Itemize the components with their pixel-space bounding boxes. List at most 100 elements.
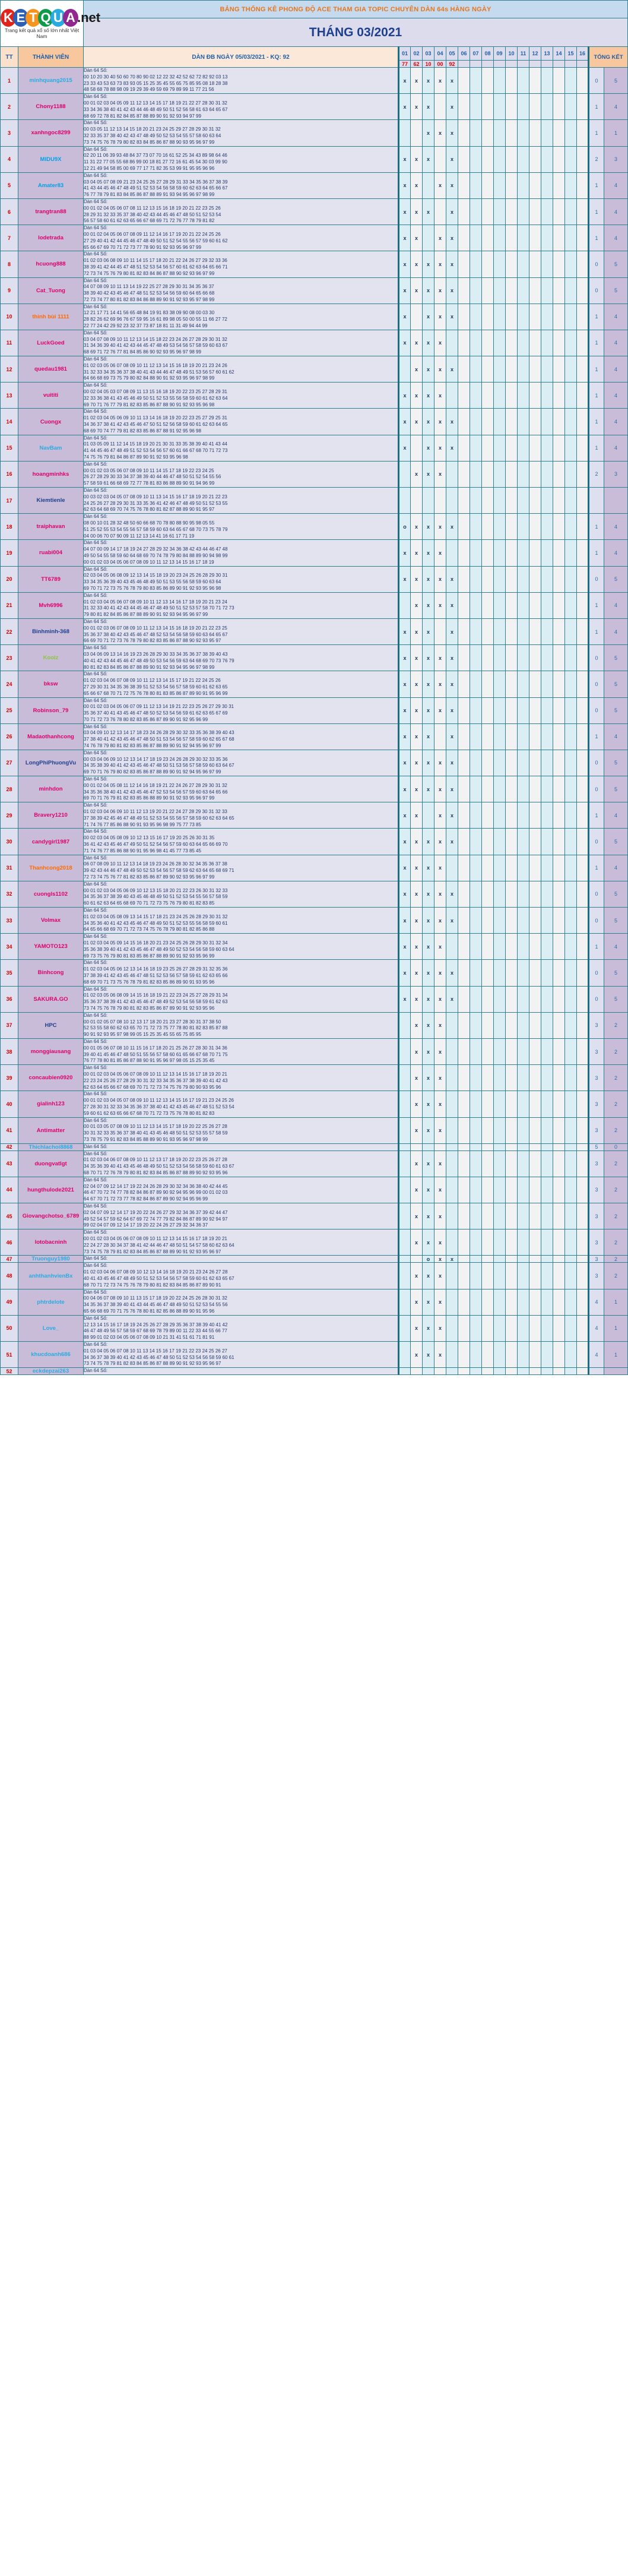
day-mark-07[interactable]	[469, 1203, 482, 1230]
day-mark-01[interactable]: x	[397, 802, 411, 829]
day-mark-09[interactable]	[493, 723, 506, 750]
day-mark-08[interactable]	[481, 460, 494, 488]
day-mark-13[interactable]	[540, 356, 553, 383]
day-mark-11[interactable]	[516, 1203, 529, 1230]
day-mark-03[interactable]: x	[421, 644, 434, 672]
day-mark-05[interactable]	[445, 1314, 458, 1342]
day-mark-08[interactable]	[481, 776, 494, 803]
day-mark-11[interactable]	[516, 382, 529, 409]
day-mark-11[interactable]	[516, 906, 529, 934]
day-mark-10[interactable]	[505, 828, 518, 855]
day-mark-02[interactable]	[410, 303, 423, 330]
day-mark-07[interactable]	[469, 592, 482, 619]
day-mark-05[interactable]: x	[445, 93, 458, 121]
day-mark-01[interactable]: x	[397, 251, 411, 278]
day-mark-14[interactable]	[552, 1367, 565, 1376]
day-mark-05[interactable]	[445, 1288, 458, 1316]
day-mark-15[interactable]	[564, 985, 577, 1013]
day-mark-16[interactable]	[576, 198, 589, 226]
day-mark-13[interactable]	[540, 93, 553, 121]
day-mark-11[interactable]	[516, 303, 529, 330]
day-mark-06[interactable]	[457, 382, 470, 409]
day-mark-12[interactable]	[528, 618, 541, 646]
day-mark-14[interactable]	[552, 1314, 565, 1342]
day-mark-08[interactable]	[481, 119, 494, 147]
day-mark-15[interactable]	[564, 880, 577, 908]
day-mark-02[interactable]: x	[410, 959, 423, 987]
day-mark-07[interactable]	[469, 1367, 482, 1376]
member-name[interactable]: Cat_Tuong	[18, 277, 84, 304]
day-mark-11[interactable]	[516, 723, 529, 750]
member-name[interactable]: Binhminh-368	[18, 618, 84, 646]
day-mark-07[interactable]	[469, 1064, 482, 1092]
day-mark-01[interactable]: x	[397, 67, 411, 94]
day-mark-11[interactable]	[516, 933, 529, 960]
day-mark-15[interactable]	[564, 1117, 577, 1144]
day-mark-16[interactable]	[576, 303, 589, 330]
day-mark-03[interactable]: x	[421, 697, 434, 724]
day-mark-14[interactable]	[552, 486, 565, 514]
day-mark-08[interactable]	[481, 1091, 494, 1118]
day-mark-14[interactable]	[552, 906, 565, 934]
day-mark-02[interactable]: x	[410, 1288, 423, 1316]
day-mark-06[interactable]	[457, 644, 470, 672]
day-mark-06[interactable]	[457, 828, 470, 855]
day-mark-09[interactable]	[493, 565, 506, 593]
day-mark-04[interactable]	[433, 723, 446, 750]
day-mark-05[interactable]: x	[445, 119, 458, 147]
day-mark-15[interactable]	[564, 618, 577, 646]
day-mark-05[interactable]: x	[445, 67, 458, 94]
member-name[interactable]: hcuong888	[18, 251, 84, 278]
day-mark-04[interactable]: x	[433, 408, 446, 435]
day-mark-15[interactable]	[564, 697, 577, 724]
day-mark-09[interactable]	[493, 1117, 506, 1144]
day-mark-09[interactable]	[493, 67, 506, 94]
day-mark-13[interactable]	[540, 277, 553, 304]
day-mark-03[interactable]: x	[421, 1341, 434, 1368]
day-mark-12[interactable]	[528, 1064, 541, 1092]
day-mark-11[interactable]	[516, 618, 529, 646]
day-mark-15[interactable]	[564, 1176, 577, 1204]
day-mark-12[interactable]	[528, 1288, 541, 1316]
day-mark-05[interactable]: x	[445, 146, 458, 173]
day-mark-12[interactable]	[528, 1117, 541, 1144]
member-name[interactable]: Kiemtienle	[18, 486, 84, 514]
day-mark-11[interactable]	[516, 146, 529, 173]
day-mark-09[interactable]	[493, 880, 506, 908]
day-mark-04[interactable]: x	[433, 671, 446, 698]
day-mark-11[interactable]	[516, 828, 529, 855]
day-mark-07[interactable]	[469, 697, 482, 724]
day-mark-11[interactable]	[516, 67, 529, 94]
day-mark-04[interactable]	[433, 93, 446, 121]
day-mark-15[interactable]	[564, 382, 577, 409]
day-mark-10[interactable]	[505, 880, 518, 908]
day-mark-07[interactable]	[469, 277, 482, 304]
day-mark-09[interactable]	[493, 1341, 506, 1368]
day-mark-05[interactable]: x	[445, 802, 458, 829]
day-mark-02[interactable]: x	[410, 93, 423, 121]
day-mark-04[interactable]: x	[433, 565, 446, 593]
member-name[interactable]: phtrdelote	[18, 1288, 84, 1316]
day-mark-16[interactable]	[576, 565, 589, 593]
day-mark-15[interactable]	[564, 434, 577, 462]
day-mark-01[interactable]	[397, 1229, 411, 1256]
day-mark-04[interactable]: x	[433, 1203, 446, 1230]
day-mark-06[interactable]	[457, 251, 470, 278]
day-mark-10[interactable]	[505, 119, 518, 147]
day-mark-02[interactable]: x	[410, 828, 423, 855]
day-mark-08[interactable]	[481, 1367, 494, 1376]
day-mark-13[interactable]	[540, 408, 553, 435]
day-mark-03[interactable]: x	[421, 513, 434, 541]
day-mark-15[interactable]	[564, 1203, 577, 1230]
day-mark-14[interactable]	[552, 303, 565, 330]
day-mark-09[interactable]	[493, 776, 506, 803]
day-mark-01[interactable]: x	[397, 172, 411, 199]
day-mark-11[interactable]	[516, 329, 529, 357]
day-mark-07[interactable]	[469, 776, 482, 803]
day-mark-08[interactable]	[481, 1012, 494, 1039]
day-mark-04[interactable]: x	[433, 251, 446, 278]
member-name[interactable]: HPC	[18, 1012, 84, 1039]
member-name[interactable]: anhthanhvienBx	[18, 1262, 84, 1289]
day-mark-05[interactable]: x	[445, 513, 458, 541]
day-mark-15[interactable]	[564, 119, 577, 147]
